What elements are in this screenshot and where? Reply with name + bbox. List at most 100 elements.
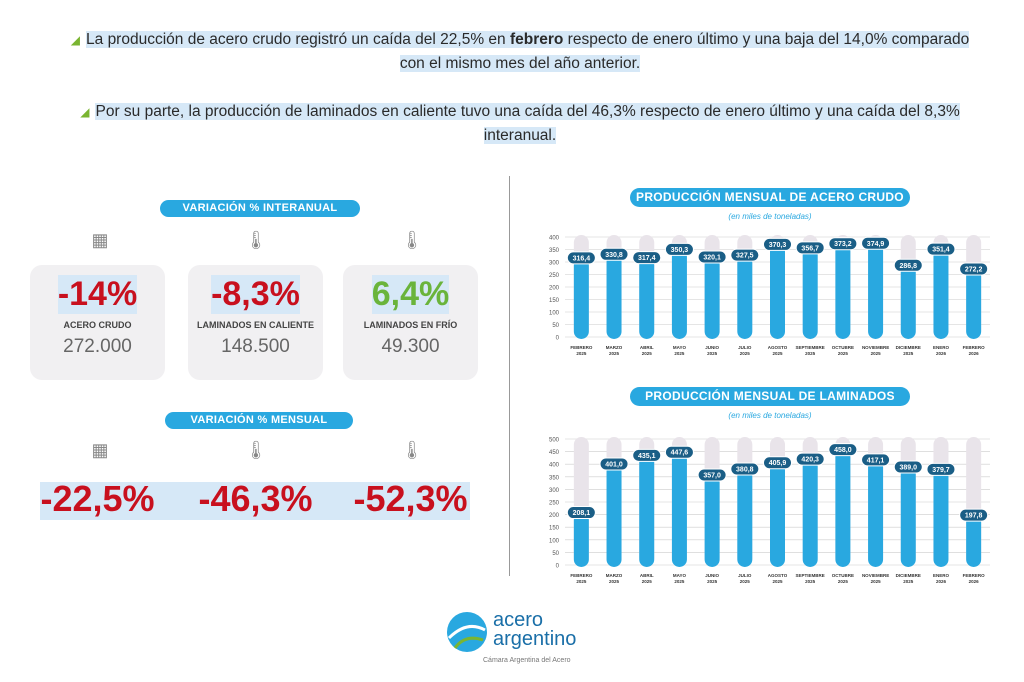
bar [639,455,655,567]
bar [868,459,884,567]
x-tick-year: 2025 [740,579,751,584]
bar [933,469,949,567]
x-tick-label: DICIEMBRE [896,345,921,350]
data-label: 197,8 [965,513,983,520]
y-tick-label: 350 [549,248,560,254]
x-tick-year: 2025 [674,579,685,584]
pct: -52,3% [353,478,468,519]
data-label-bg [959,508,989,522]
data-label-bg [730,462,760,476]
x-tick-label: FEBRERO [570,573,593,578]
card-laminados-frio: 6,4% LAMINADOS EN FRÍO 49.300 [343,265,478,380]
bar [671,249,687,339]
pct: -14% [57,275,138,314]
x-tick-label: FEBRERO [570,345,593,350]
data-label-bg [893,460,923,474]
bar [868,243,884,339]
data-label: 370,3 [769,242,787,249]
data-label: 272,2 [965,266,983,273]
card-acero-mensual: -22,5% [30,470,165,535]
card-laminados-caliente: -8,3% LAMINADOS EN CALIENTE 148.500 [188,265,323,380]
data-label: 373,2 [834,241,852,248]
data-label-bg [893,258,923,272]
y-tick-label: 50 [552,551,559,557]
chart2-subtitle: (en miles de toneladas) [728,411,812,420]
pct: 6,4% [371,275,450,314]
x-tick-label: FEBRERO [963,345,986,350]
x-tick-year: 2025 [838,351,849,356]
x-tick-label: ABRIL [640,573,654,578]
text-bold: febrero [509,31,564,48]
data-label-bg [697,250,727,264]
label: LAMINADOS EN CALIENTE [197,320,314,330]
x-tick-label: OCTUBRE [832,573,854,578]
x-tick-year: 2025 [838,579,849,584]
logo-text: acero [493,609,544,631]
value: 49.300 [381,336,440,357]
steel-beam-icon: ▦ [91,230,109,250]
x-tick-year: 2025 [903,351,914,356]
paragraph-laminados: ◢ Por su parte, la producción de laminado… [60,100,980,148]
steel-beam-icon: ▦ [91,440,109,460]
bar [671,452,687,567]
bar [770,244,785,339]
x-tick-label: NOVIEMBRE [862,573,889,578]
x-tick-label: MARZO [606,345,623,350]
data-label: 316,4 [573,255,591,262]
x-tick-label: SEPTIEMBRE [796,573,825,578]
logo-tagline: Cámara Argentina del Acero [483,657,571,664]
data-label-bg [566,251,596,265]
data-label-bg [632,448,662,462]
value: 272.000 [63,336,132,357]
x-tick-label: JULIO [738,345,752,350]
y-tick-label: 200 [549,513,560,519]
x-tick-label: AGOSTO [768,573,788,578]
data-label: 420,3 [801,457,819,464]
text: respecto de enero último y una baja del … [399,31,970,72]
y-tick-label: 0 [556,564,560,570]
bar [737,469,753,567]
bar [704,475,720,567]
data-label-bg [566,506,596,520]
y-tick-label: 50 [552,323,559,329]
y-tick-label: 250 [549,273,560,279]
bar [704,256,720,339]
x-tick-label: FEBRERO [963,573,986,578]
y-tick-label: 0 [556,336,560,342]
data-label-bg [730,248,760,262]
y-tick-label: 150 [549,526,560,532]
data-label: 286,8 [900,263,918,270]
x-tick-label: JUNIO [705,573,719,578]
x-tick-year: 2025 [576,351,587,356]
x-tick-label: ABRIL [640,345,654,350]
bar [573,257,589,339]
data-label-bg [599,247,629,261]
x-tick-year: 2025 [674,351,685,356]
bar [966,268,982,339]
bar [933,249,949,339]
x-tick-year: 2025 [642,351,653,356]
x-tick-label: MAYO [673,345,687,350]
x-tick-year: 2025 [740,351,751,356]
x-tick-label: ENERO [933,573,950,578]
x-tick-label: OCTUBRE [832,345,854,350]
thermometer-cold-icon: 🌡 [400,440,424,460]
logo: acero argentino Cámara Argentina del Ace… [445,610,595,670]
x-tick-year: 2025 [805,579,816,584]
x-tick-year: 2025 [642,579,653,584]
data-label-bg [828,443,858,457]
y-tick-label: 400 [549,236,560,242]
y-tick-label: 200 [549,286,560,292]
data-label: 320,1 [703,254,721,261]
bar [802,247,818,339]
bar [900,265,916,339]
data-label: 435,1 [638,453,656,460]
bullet-icon: ◢ [80,105,90,119]
x-tick-year: 2026 [936,579,947,584]
data-label: 356,7 [801,245,819,252]
x-tick-label: NOVIEMBRE [862,345,889,350]
bar [606,254,622,339]
divider [509,176,510,576]
x-tick-label: ENERO [933,345,950,350]
y-tick-label: 500 [549,438,560,444]
